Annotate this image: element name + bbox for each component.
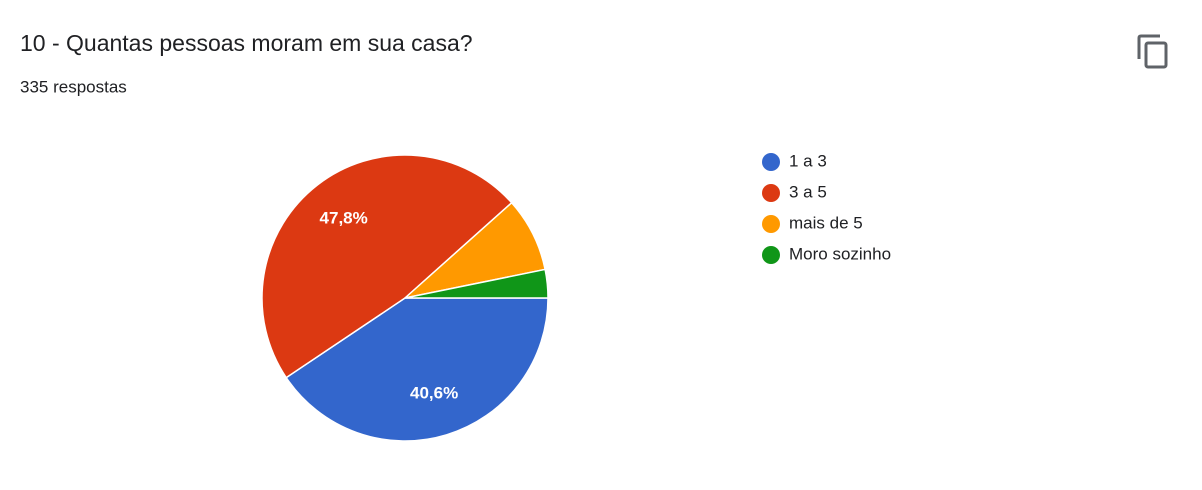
legend-label: 3 a 5 [789, 182, 827, 201]
legend-swatch [762, 215, 780, 233]
chart-title: 10 - Quantas pessoas moram em sua casa? [20, 30, 473, 56]
chart-subtitle: 335 respostas [20, 77, 127, 96]
legend-swatch [762, 246, 780, 264]
pie-slice [285, 297, 549, 442]
slice-label: 47,8% [320, 208, 368, 227]
pie-slice [404, 268, 549, 299]
copy-icon-front [1144, 41, 1168, 69]
legend-label: mais de 5 [789, 213, 863, 232]
slice-label: 40,6% [410, 383, 458, 402]
legend-label: Moro sozinho [789, 244, 891, 263]
legend-label: 1 a 3 [789, 151, 827, 170]
copy-icon-back [1137, 34, 1160, 59]
copy-button[interactable] [1137, 34, 1168, 69]
legend-swatch [762, 153, 780, 171]
pie-slice [261, 154, 513, 379]
legend-swatch [762, 184, 780, 202]
